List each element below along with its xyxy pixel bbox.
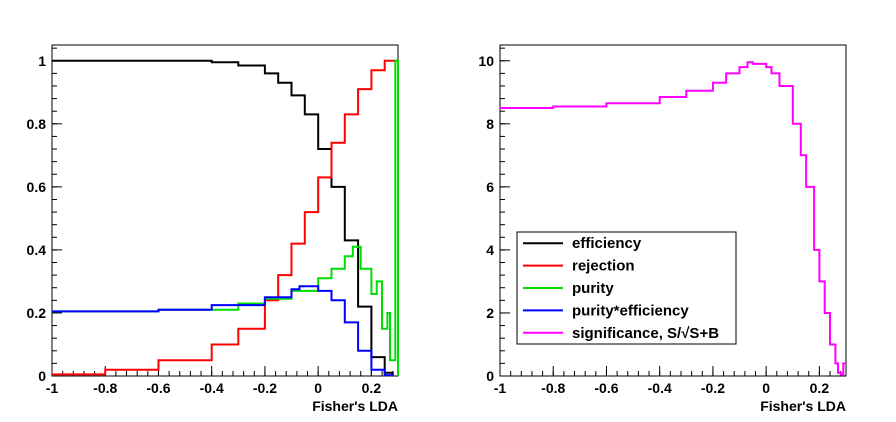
series-significance-s-s-bline: [500, 61, 846, 376]
x-tick-label: 0.2: [810, 380, 830, 396]
x-tick-label: -1: [494, 380, 507, 396]
legend-label: purity*efficiency: [572, 302, 689, 319]
y-tick-label: 0: [486, 368, 494, 384]
y-tick-label: 0.2: [27, 305, 47, 321]
x-tick-label: -0.2: [701, 380, 725, 396]
y-tick-label: 4: [486, 242, 494, 258]
x-tick-label: -0.8: [93, 380, 117, 396]
x-axis-title: Fisher's LDA: [760, 398, 846, 414]
x-tick-label: -0.2: [253, 380, 277, 396]
series-rejectionline: [52, 59, 398, 376]
y-tick-label: 0: [38, 368, 46, 384]
y-tick-label: 0.4: [27, 242, 47, 258]
y-tick-label: 10: [478, 53, 494, 69]
x-tick-label: -0.6: [146, 380, 170, 396]
y-tick-label: 0.8: [27, 116, 47, 132]
left-plot-panel: -1 -0.8 -0.6 -0.4 -0.2 0 0.2 0 0.2 0.4 0.6 0.8 1 Fish…: [27, 44, 399, 414]
right-plot-panel: -1 -0.8 -0.6 -0.4 -0.2 0 0.2 0 2 4 6 8 10 Fisher's LD…: [478, 44, 847, 414]
legend-label: efficiency: [572, 235, 642, 252]
x-axis-title: Fisher's LDA: [312, 398, 398, 414]
x-tick-label: -0.4: [648, 380, 672, 396]
legend: efficiency rejection purity purity*efficien…: [516, 231, 737, 345]
x-tick-label: 0.2: [362, 380, 382, 396]
legend-label: rejection: [572, 258, 635, 275]
x-tick-label: -1: [46, 380, 59, 396]
x-tick-label: -0.6: [594, 380, 618, 396]
x-tick-label: 0: [314, 380, 322, 396]
plot-frame: [51, 44, 399, 377]
y-tick-label: 6: [486, 179, 494, 195]
x-tick-label: 0: [762, 380, 770, 396]
x-tick-label: -0.4: [200, 380, 224, 396]
y-tick-label: 2: [486, 305, 494, 321]
legend-label: significance, S/√S+B: [572, 325, 719, 342]
series-efficiencyline: [52, 59, 394, 376]
y-tick-label: 0.6: [27, 179, 47, 195]
y-tick-label: 1: [38, 53, 46, 69]
x-tick-label: -0.8: [541, 380, 565, 396]
y-tick-label: 8: [486, 116, 494, 132]
legend-label: purity: [572, 280, 614, 297]
series-purity-efficiencyline: [52, 285, 394, 377]
